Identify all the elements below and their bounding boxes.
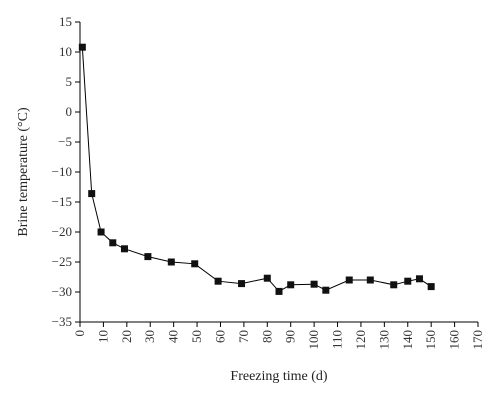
x-tick-label: 0: [72, 330, 87, 337]
y-tick-label: −15: [52, 194, 72, 209]
x-tick-label: 20: [119, 330, 134, 343]
y-tick-label: 0: [66, 104, 73, 119]
data-point: [109, 239, 117, 247]
y-tick-label: 10: [59, 44, 72, 59]
y-axis: 15 10 5 0 −5 −10 −15 −20 −25 −30 −35: [52, 14, 80, 329]
data-point: [366, 276, 374, 284]
x-tick-label: 60: [212, 330, 227, 343]
x-tick-label: 70: [236, 330, 251, 343]
data-point: [120, 245, 128, 253]
y-tick-label: −5: [58, 134, 72, 149]
x-tick-label: 110: [330, 330, 345, 349]
data-point: [390, 281, 398, 289]
data-point: [214, 277, 222, 285]
y-tick-label: −35: [52, 314, 72, 329]
data-point: [78, 43, 86, 51]
data-point: [322, 286, 330, 294]
data-point: [144, 253, 152, 261]
series-line: [81, 47, 432, 293]
series-line-group: [81, 47, 432, 293]
y-tick-label: −30: [52, 284, 72, 299]
data-point: [88, 190, 96, 198]
x-tick-label: 150: [423, 330, 438, 350]
y-tick-label: −10: [52, 164, 72, 179]
x-tick-label: 80: [259, 330, 274, 343]
data-point: [191, 260, 199, 268]
x-tick-label: 170: [470, 330, 485, 350]
data-point: [345, 276, 353, 284]
x-tick-label: 100: [306, 330, 321, 350]
data-point: [97, 228, 105, 236]
data-point: [287, 281, 295, 289]
data-point: [167, 258, 175, 266]
x-tick-label: 40: [166, 330, 181, 343]
x-tick-label: 130: [376, 330, 391, 350]
x-tick-label: 140: [400, 330, 415, 350]
data-point: [427, 283, 435, 291]
data-point: [415, 275, 423, 283]
x-tick-label: 50: [189, 330, 204, 343]
data-point: [404, 277, 412, 285]
x-tick-label: 120: [353, 330, 368, 350]
x-axis: 0 10 20 30 40 50 60 70 80 90 100 110 120 130 140 150 160…: [72, 322, 485, 350]
y-tick-label: −20: [52, 224, 72, 239]
data-point: [263, 274, 271, 282]
y-tick-label: −25: [52, 254, 72, 269]
data-point: [310, 280, 318, 288]
x-tick-label: 90: [283, 330, 298, 343]
x-tick-label: 10: [95, 330, 110, 343]
data-point: [275, 287, 283, 295]
x-tick-label: 30: [142, 330, 157, 343]
series-points-group: [78, 43, 435, 295]
data-point: [238, 280, 246, 288]
x-tick-label: 160: [447, 330, 462, 350]
y-tick-label: 5: [66, 74, 73, 89]
x-axis-title: Freezing time (d): [230, 369, 328, 384]
y-axis-title: Brine temperature (°C): [16, 107, 31, 237]
y-tick-label: 15: [59, 14, 72, 29]
